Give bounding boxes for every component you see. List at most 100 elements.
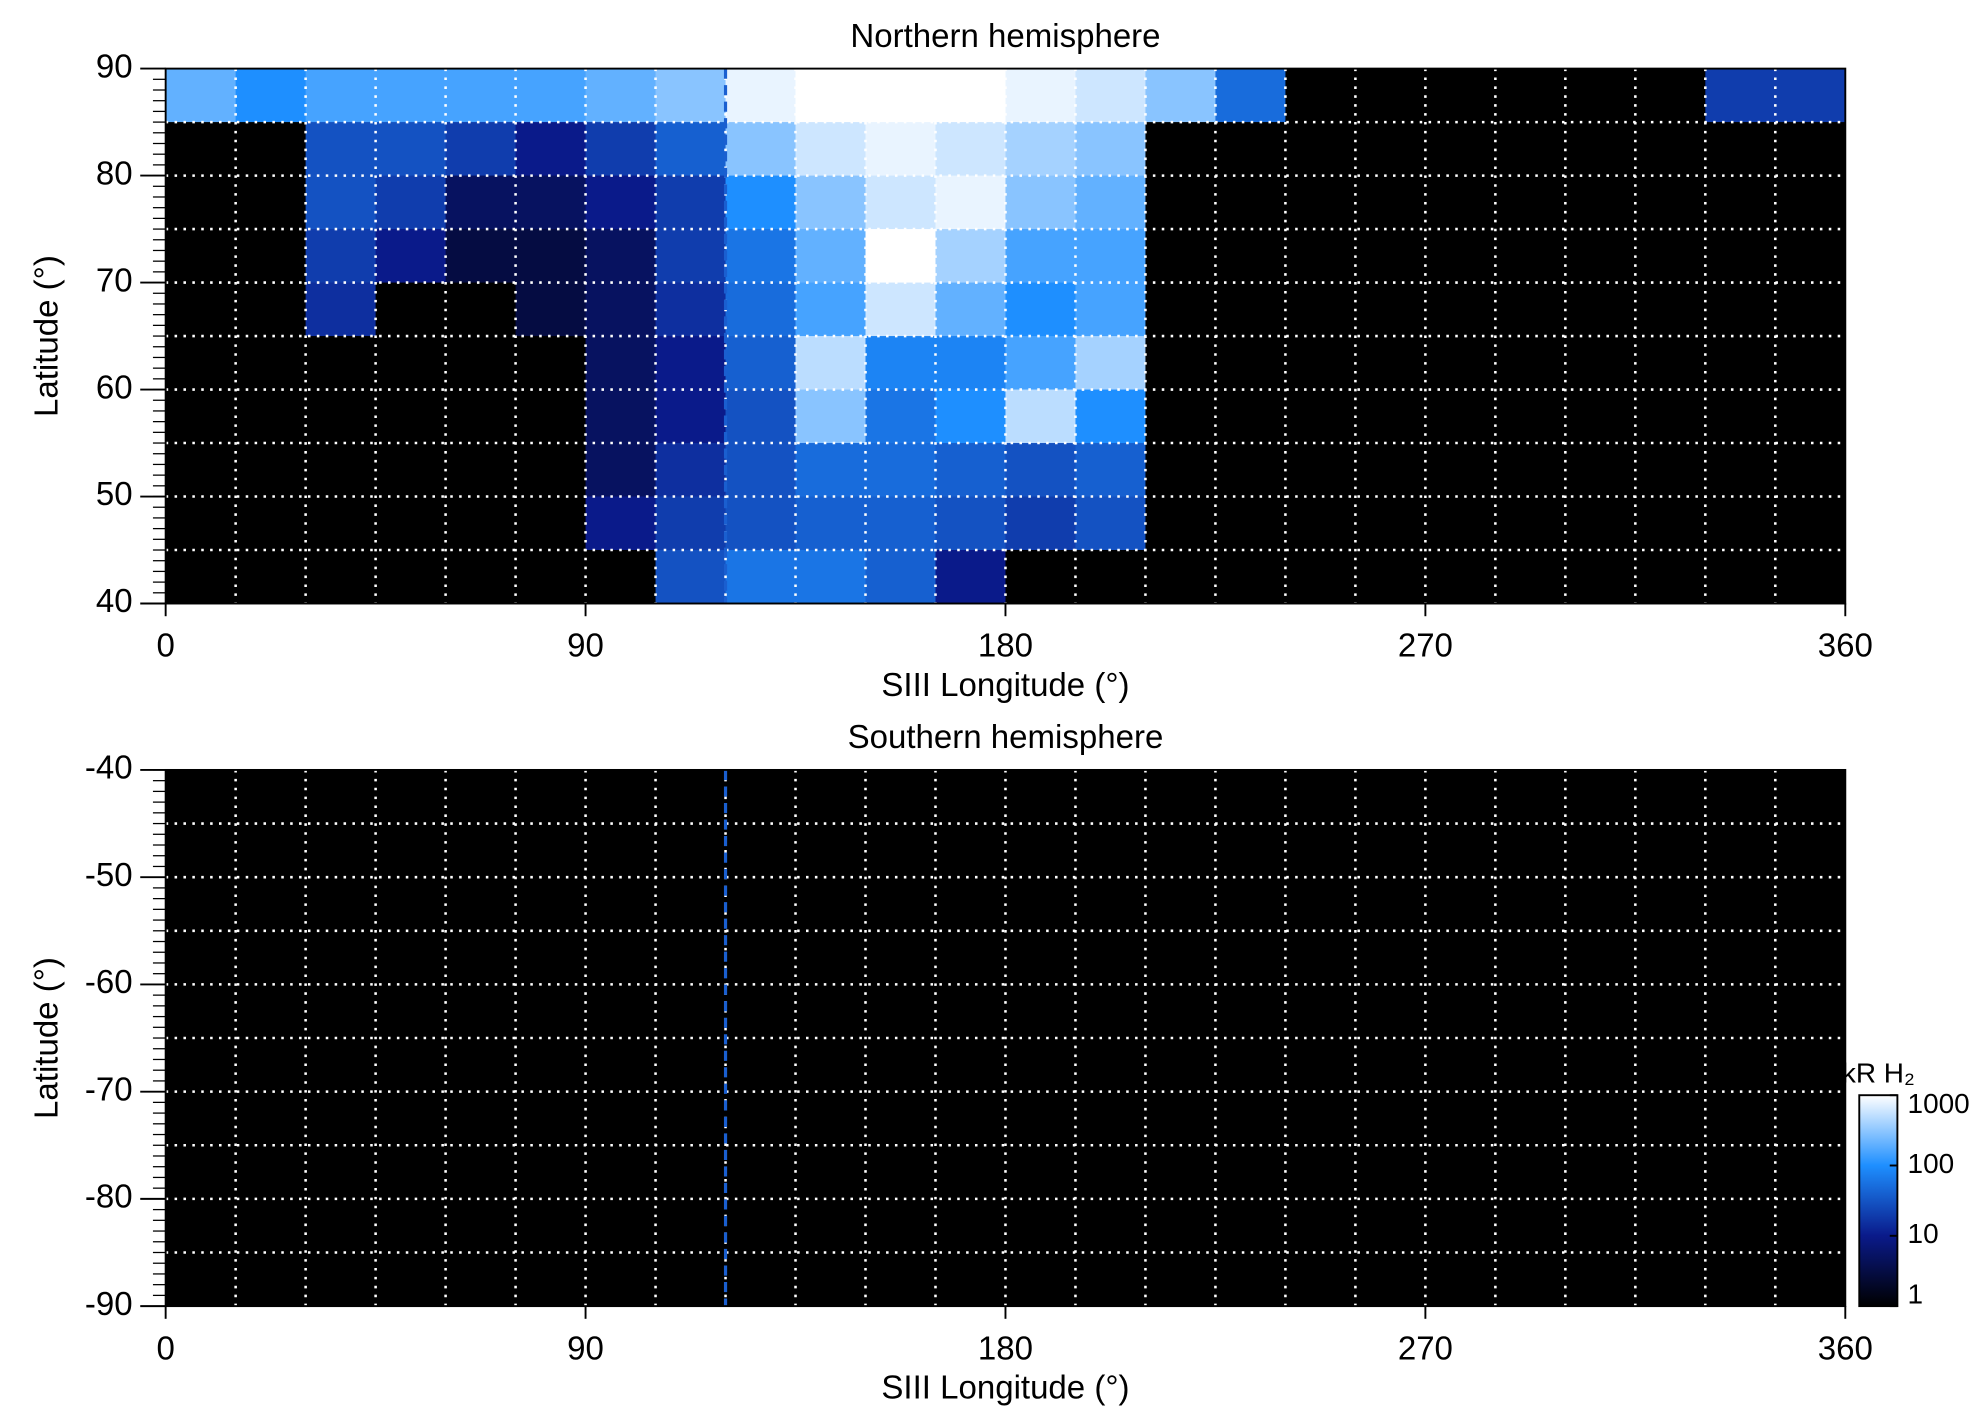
x-tick-label: 180 bbox=[978, 1329, 1033, 1366]
heatmap-cell bbox=[1565, 496, 1636, 551]
heatmap-cell bbox=[1285, 443, 1357, 498]
heatmap-cell bbox=[1565, 550, 1636, 605]
heatmap-cell bbox=[1075, 496, 1147, 551]
heatmap-cell bbox=[865, 68, 937, 123]
heatmap-cell bbox=[795, 550, 867, 605]
y-tick-label: -70 bbox=[85, 1070, 133, 1107]
y-tick-label: 50 bbox=[96, 475, 133, 512]
heatmap-cell bbox=[1565, 229, 1636, 284]
heatmap-cell bbox=[725, 122, 797, 177]
x-axis-label: SIII Longitude (°) bbox=[881, 1369, 1129, 1406]
heatmap-cell bbox=[1425, 336, 1497, 391]
heatmap-cell bbox=[795, 175, 867, 230]
heatmap-cell bbox=[445, 336, 517, 391]
heatmap-cell bbox=[725, 389, 797, 444]
heatmap-cell bbox=[795, 122, 867, 177]
colorbar-label: kR H₂ bbox=[1842, 1057, 1915, 1088]
colorbar-tick-label: 1000 bbox=[1908, 1088, 1970, 1119]
heatmap-cell bbox=[865, 175, 937, 230]
chart-title: Northern hemisphere bbox=[850, 17, 1160, 54]
chart-title: Southern hemisphere bbox=[848, 718, 1164, 755]
heatmap-cell bbox=[655, 282, 727, 337]
heatmap-cell bbox=[515, 122, 587, 177]
heatmap-cell bbox=[1495, 443, 1566, 498]
heatmap-cell bbox=[1075, 282, 1147, 337]
heatmap-cell bbox=[1005, 122, 1077, 177]
heatmap-cell bbox=[1775, 496, 1846, 551]
heatmap-cell bbox=[935, 496, 1007, 551]
heatmap-cell bbox=[1565, 68, 1636, 123]
heatmap-cell bbox=[305, 550, 377, 605]
heatmap-cell bbox=[375, 68, 447, 123]
heatmap-cell bbox=[1145, 175, 1217, 230]
heatmap-cell bbox=[1425, 389, 1497, 444]
heatmap-cell bbox=[445, 68, 517, 123]
heatmap-cell bbox=[235, 336, 307, 391]
heatmap-cell bbox=[1635, 389, 1706, 444]
heatmap-cell bbox=[445, 122, 517, 177]
heatmap-cell bbox=[865, 443, 937, 498]
heatmap-cell bbox=[1705, 175, 1776, 230]
heatmap-cell bbox=[585, 68, 657, 123]
heatmap-cell bbox=[725, 336, 797, 391]
heatmap-cell bbox=[375, 175, 447, 230]
heatmap-cell bbox=[1075, 389, 1147, 444]
heatmap-cell bbox=[1075, 550, 1147, 605]
heatmap-cell bbox=[1075, 229, 1147, 284]
heatmap-cell bbox=[1005, 282, 1077, 337]
heatmap-cell bbox=[585, 282, 657, 337]
heatmap-cell bbox=[1075, 175, 1147, 230]
heatmap-cell bbox=[305, 122, 377, 177]
heatmap-cell bbox=[865, 282, 937, 337]
heatmap-cell bbox=[445, 229, 517, 284]
heatmap-cell bbox=[1145, 229, 1217, 284]
heatmap-cell bbox=[1215, 389, 1287, 444]
heatmap-cell bbox=[725, 443, 797, 498]
heatmap-cell bbox=[1355, 496, 1427, 551]
heatmap-cell bbox=[1215, 229, 1287, 284]
heatmap-cell bbox=[1635, 282, 1706, 337]
heatmap-cell bbox=[1425, 550, 1497, 605]
heatmap-cell bbox=[1495, 175, 1566, 230]
heatmap-cell bbox=[1705, 336, 1776, 391]
heatmap-cell bbox=[1425, 496, 1497, 551]
heatmap-cell bbox=[1705, 282, 1776, 337]
heatmap-cell bbox=[165, 550, 237, 605]
x-tick-label: 90 bbox=[567, 1329, 604, 1366]
heatmap-cell bbox=[1705, 496, 1776, 551]
heatmap-cell bbox=[1425, 122, 1497, 177]
heatmap-cell bbox=[1705, 68, 1776, 123]
heatmap-cell bbox=[795, 68, 867, 123]
heatmap-cell bbox=[655, 336, 727, 391]
heatmap-cell bbox=[1425, 229, 1497, 284]
heatmap-cell bbox=[1075, 443, 1147, 498]
heatmap-cell bbox=[305, 229, 377, 284]
heatmap-cell bbox=[515, 550, 587, 605]
heatmap-cell bbox=[375, 443, 447, 498]
heatmap-cell bbox=[1215, 282, 1287, 337]
heatmap-cell bbox=[1705, 550, 1776, 605]
heatmap-cell bbox=[515, 68, 587, 123]
heatmap-cell bbox=[795, 282, 867, 337]
heatmap-cell bbox=[1775, 336, 1846, 391]
heatmap-cell bbox=[1145, 443, 1217, 498]
heatmap-cell bbox=[445, 389, 517, 444]
heatmap-cell bbox=[165, 389, 237, 444]
heatmap-cell bbox=[165, 122, 237, 177]
heatmap-cell bbox=[445, 282, 517, 337]
heatmap-cell bbox=[1495, 282, 1566, 337]
heatmap-cell bbox=[1145, 68, 1217, 123]
heatmap-cell bbox=[655, 229, 727, 284]
heatmap-cell bbox=[515, 175, 587, 230]
heatmap-cell bbox=[305, 336, 377, 391]
heatmap-cell bbox=[935, 122, 1007, 177]
heatmap-cell bbox=[865, 550, 937, 605]
heatmap-cell bbox=[585, 122, 657, 177]
heatmap-cell bbox=[1565, 122, 1636, 177]
heatmap-cell bbox=[375, 229, 447, 284]
heatmap-cell bbox=[1565, 282, 1636, 337]
heatmap-cell bbox=[235, 389, 307, 444]
heatmap-cell bbox=[1495, 336, 1566, 391]
heatmap-cell bbox=[585, 550, 657, 605]
heatmap-cell bbox=[935, 229, 1007, 284]
